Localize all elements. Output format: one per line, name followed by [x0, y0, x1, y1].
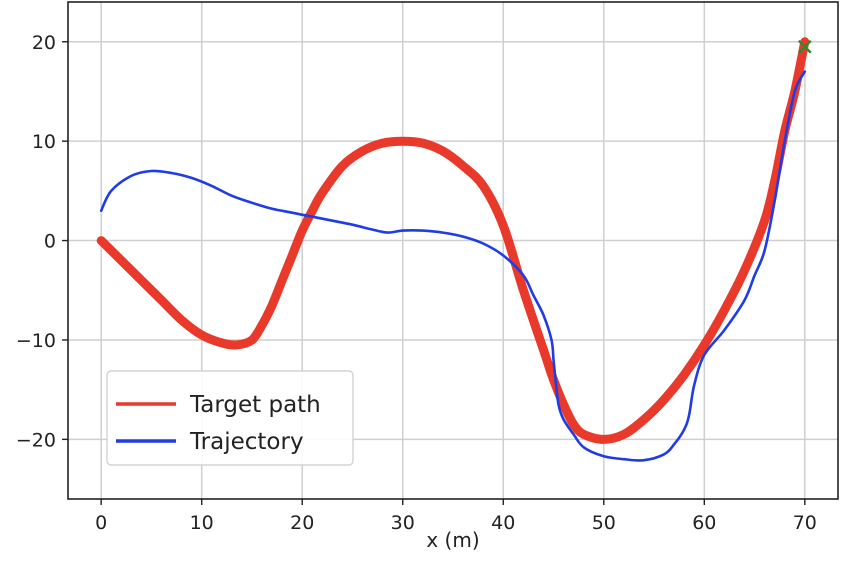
- x-tick-label: 10: [190, 512, 214, 534]
- x-axis: 0 10 20 30 40 50 60 70: [95, 499, 817, 534]
- x-tick-label: 0: [95, 512, 107, 534]
- series-line-trajectory: [99, 70, 807, 462]
- series-line-target-path: [96, 37, 810, 444]
- y-tick-label: 20: [32, 32, 56, 54]
- legend: Target path Trajectory: [106, 370, 354, 466]
- x-tick-label: 30: [391, 512, 415, 534]
- x-axis-label: x (m): [426, 528, 479, 552]
- y-tick-label: −10: [16, 330, 56, 352]
- y-tick-label: 0: [44, 231, 56, 253]
- end-marker: [797, 39, 812, 54]
- y-axis: 20 10 0 −10 −20: [16, 32, 68, 451]
- plot-frame: [67, 1, 839, 500]
- x-tick-label: 40: [491, 512, 515, 534]
- y-tick-label: −20: [16, 429, 56, 451]
- x-tick-label: 60: [692, 512, 716, 534]
- plot-area: [96, 37, 812, 462]
- legend-label-trajectory: Trajectory: [189, 429, 304, 455]
- gridlines: [68, 2, 838, 499]
- y-tick-label: 10: [32, 131, 56, 153]
- end-marker-stroke: [797, 39, 812, 54]
- x-tick-label: 20: [290, 512, 314, 534]
- x-tick-label: 50: [592, 512, 616, 534]
- x-tick-label: 70: [793, 512, 817, 534]
- legend-label-target-path: Target path: [189, 392, 321, 418]
